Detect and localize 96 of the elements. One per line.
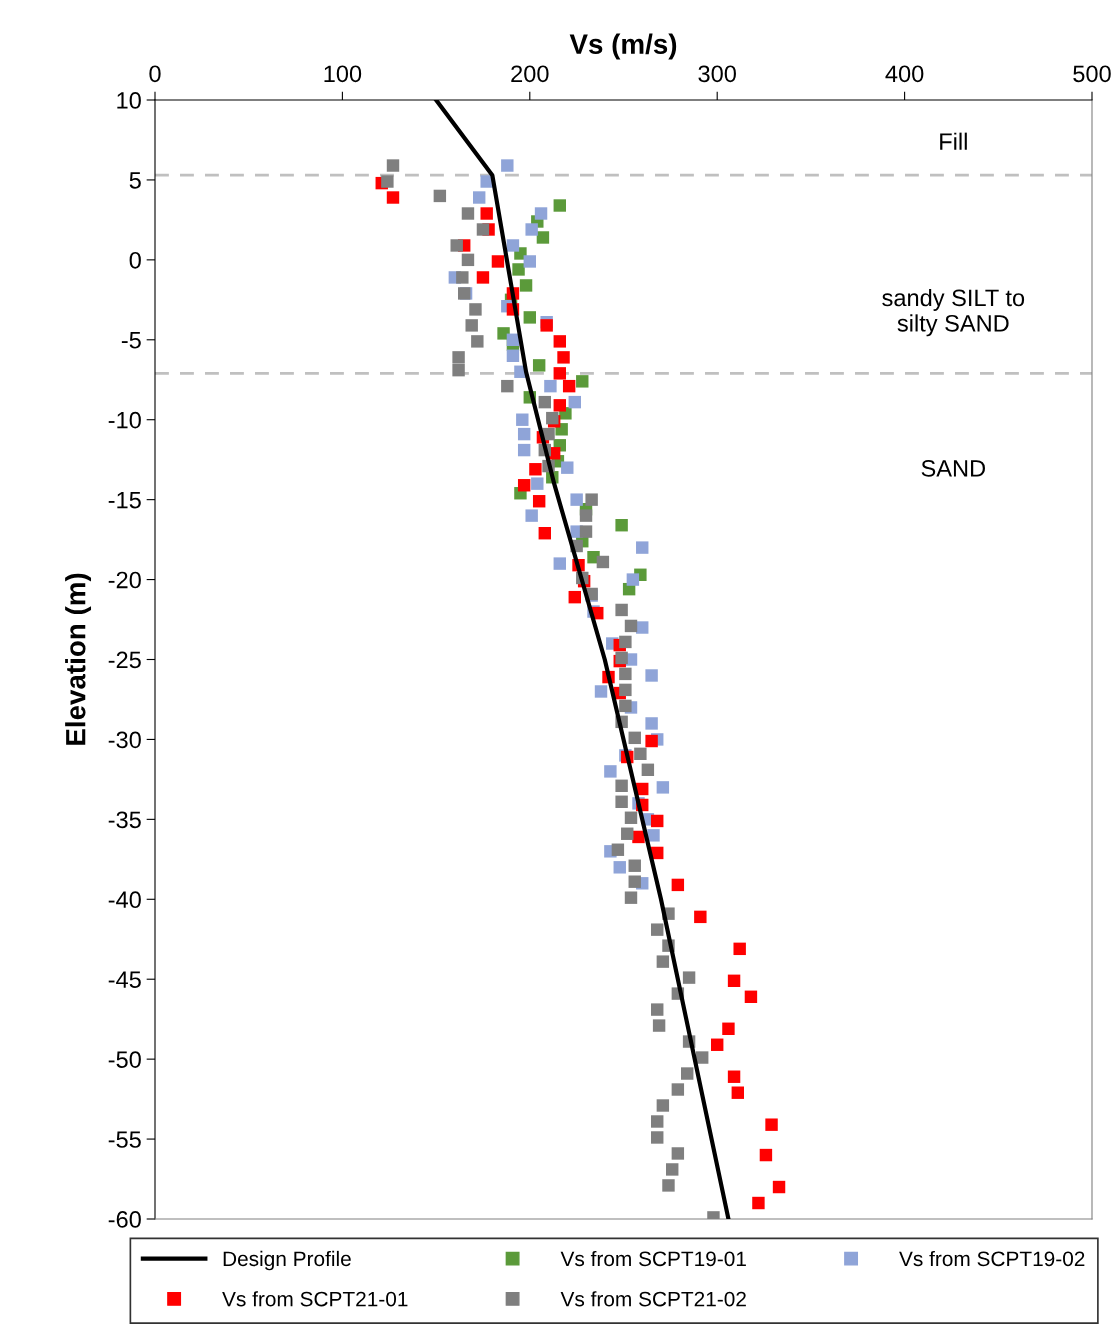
x-tick-label: 100 (324, 65, 362, 83)
y-axis-title: Elevation (m) (65, 573, 92, 745)
point (613, 861, 626, 874)
y-tick-label: -20 (108, 571, 141, 589)
point (671, 878, 685, 892)
point (568, 395, 581, 409)
point (501, 159, 514, 172)
point (544, 379, 557, 393)
point (727, 974, 741, 988)
point (647, 829, 660, 842)
legend-label: Design Profile (223, 1250, 351, 1271)
y-tick-label: -35 (108, 811, 141, 829)
y-tick-label: -45 (108, 971, 141, 988)
point (759, 1148, 773, 1162)
point (553, 199, 566, 212)
point (645, 734, 658, 748)
point (645, 669, 658, 682)
point (529, 463, 542, 476)
point (731, 1086, 745, 1099)
legend-label: Vs from SCPT19-02 (899, 1250, 1085, 1267)
point (525, 223, 538, 236)
point (506, 239, 520, 252)
point (645, 717, 658, 730)
point (534, 207, 548, 220)
point (491, 255, 505, 268)
point (744, 990, 758, 1004)
point (536, 231, 550, 244)
point (727, 1070, 741, 1083)
legend-label: Vs from SCPT21-01 (222, 1291, 408, 1307)
point (636, 621, 649, 634)
point (651, 814, 664, 828)
point (722, 1022, 735, 1035)
x-tick-label: 500 (1073, 65, 1111, 83)
point (553, 367, 566, 380)
y-tick-label: 5 (129, 172, 141, 189)
point (523, 255, 537, 268)
point (516, 413, 529, 426)
legend-label: Vs from SCPT21-02 (560, 1291, 746, 1307)
point (568, 590, 581, 604)
point (636, 541, 649, 554)
point (561, 461, 574, 474)
y-tick-label: -5 (121, 332, 141, 349)
x-tick-label: 0 (149, 65, 161, 83)
point (525, 509, 538, 522)
point (532, 359, 546, 372)
y-tick-label: 0 (129, 251, 141, 269)
point (626, 573, 640, 586)
point (594, 685, 608, 698)
point (772, 1180, 786, 1194)
point (694, 910, 707, 924)
point (752, 1196, 765, 1210)
point (512, 263, 525, 276)
point (480, 207, 493, 220)
x-tick-label: 400 (885, 65, 924, 83)
x-tick-label: 300 (698, 65, 736, 83)
point (710, 1038, 724, 1051)
y-tick-label: -50 (108, 1051, 141, 1068)
point (765, 1118, 778, 1131)
point (615, 519, 628, 532)
y-tick-label: -15 (108, 491, 141, 509)
y-tick-label: -55 (108, 1131, 141, 1148)
point (472, 191, 486, 204)
point (506, 349, 520, 362)
point (476, 271, 490, 284)
point (576, 375, 589, 388)
point (517, 479, 531, 492)
point (506, 333, 520, 346)
point (386, 191, 400, 204)
y-tick-label: -30 (108, 731, 141, 749)
point (553, 557, 566, 570)
point (604, 765, 617, 778)
y-tick-label: -25 (108, 651, 141, 669)
point (553, 399, 566, 412)
point (517, 443, 531, 457)
annotation: sandy SILT to silty SAND (882, 288, 1025, 337)
point (553, 335, 566, 348)
y-tick-label: -60 (108, 1211, 141, 1228)
point (519, 279, 533, 292)
point (557, 351, 570, 364)
x-tick-label: 200 (511, 65, 549, 83)
point (656, 781, 670, 794)
point (570, 493, 583, 506)
y-tick-label: -40 (108, 891, 141, 909)
point (517, 427, 531, 441)
point (733, 942, 746, 956)
point (538, 527, 551, 540)
point (532, 495, 546, 508)
point (523, 311, 537, 324)
annotation: Fill (940, 132, 967, 150)
point (531, 477, 544, 490)
point (562, 379, 576, 393)
y-tick-label: 10 (117, 92, 141, 109)
annotation: SAND (921, 460, 985, 477)
x-axis-title: Vs (m/s) (569, 33, 677, 60)
y-tick-label: -10 (108, 411, 141, 429)
legend-label: Vs from SCPT19-01 (560, 1250, 746, 1267)
